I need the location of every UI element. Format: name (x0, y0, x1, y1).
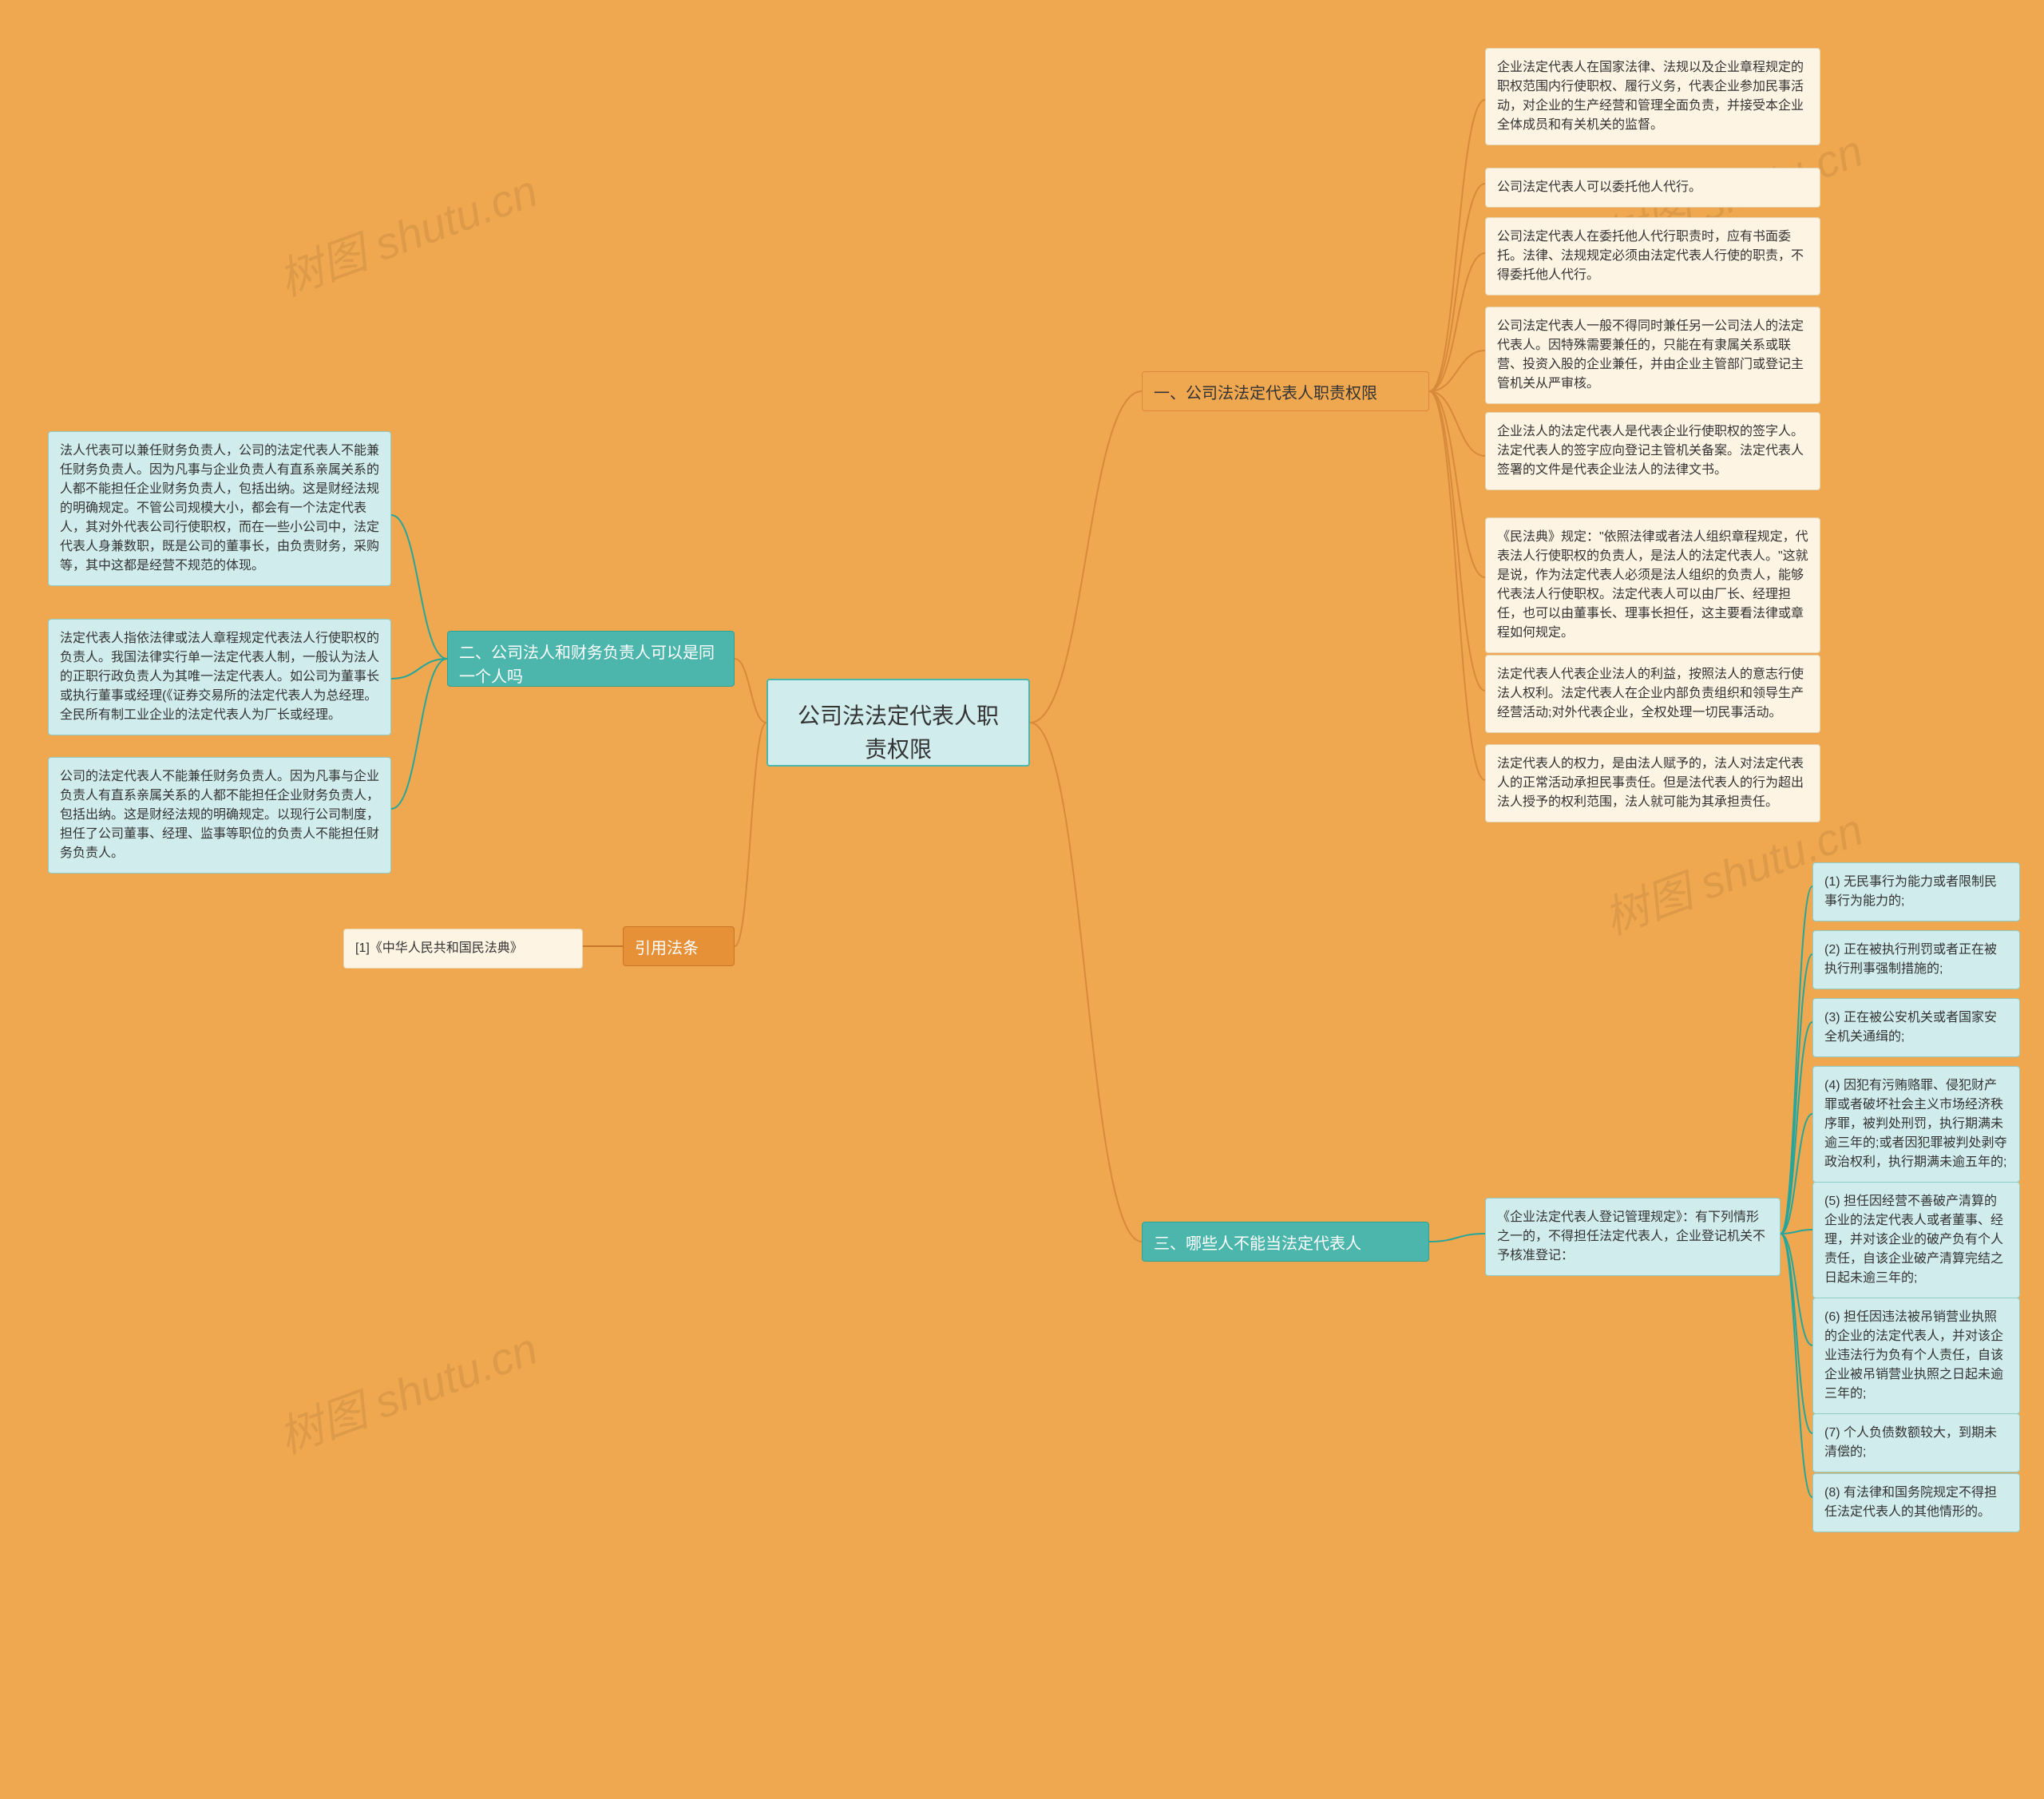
branch-3-sublabel[interactable]: 《企业法定代表人登记管理规定》：有下列情形之一的，不得担任法定代表人，企业登记机… (1485, 1198, 1781, 1276)
branch-2-leaf-1[interactable]: 法人代表可以兼任财务负责人，公司的法定代表人不能兼任财务负责人。因为凡事与企业负… (48, 431, 391, 586)
branch-4[interactable]: 引用法条 (623, 926, 735, 966)
watermark: 树图 shutu.cn (268, 155, 545, 308)
central-node[interactable]: 公司法法定代表人职责权限 (766, 679, 1030, 767)
branch-3-leaf-7[interactable]: (7) 个人负债数额较大，到期未清偿的; (1812, 1413, 2020, 1472)
branch-3-leaf-6[interactable]: (6) 担任因违法被吊销营业执照的企业的法定代表人，并对该企业违法行为负有个人责… (1812, 1298, 2020, 1414)
branch-3-leaf-8[interactable]: (8) 有法律和国务院规定不得担任法定代表人的其他情形的。 (1812, 1473, 2020, 1532)
branch-3-leaf-2[interactable]: (2) 正在被执行刑罚或者正在被执行刑事强制措施的; (1812, 930, 2020, 989)
branch-1-leaf-5[interactable]: 企业法人的法定代表人是代表企业行使职权的签字人。法定代表人的签字应向登记主管机关… (1485, 412, 1820, 490)
branch-1-leaf-1[interactable]: 企业法定代表人在国家法律、法规以及企业章程规定的职权范围内行使职权、履行义务，代… (1485, 48, 1820, 145)
branch-1[interactable]: 一、公司法法定代表人职责权限 (1142, 371, 1429, 411)
branch-1-leaf-4[interactable]: 公司法定代表人一般不得同时兼任另一公司法人的法定代表人。因特殊需要兼任的，只能在… (1485, 307, 1820, 404)
branch-2-leaf-3[interactable]: 公司的法定代表人不能兼任财务负责人。因为凡事与企业负责人有直系亲属关系的人都不能… (48, 757, 391, 874)
branch-1-leaf-3[interactable]: 公司法定代表人在委托他人代行职责时，应有书面委托。法律、法规规定必须由法定代表人… (1485, 217, 1820, 295)
mindmap-canvas: 树图 shutu.cn 树图 shutu.cn 树图 shutu.cn 树图 s… (0, 0, 2044, 1799)
branch-2-leaf-2[interactable]: 法定代表人指依法律或法人章程规定代表法人行使职权的负责人。我国法律实行单一法定代… (48, 619, 391, 735)
branch-3-leaf-3[interactable]: (3) 正在被公安机关或者国家安全机关通缉的; (1812, 998, 2020, 1057)
branch-4-leaf-1[interactable]: [1]《中华人民共和国民法典》 (343, 929, 583, 969)
watermark: 树图 shutu.cn (268, 1313, 545, 1466)
branch-3-leaf-5[interactable]: (5) 担任因经营不善破产清算的企业的法定代表人或者董事、经理，并对该企业的破产… (1812, 1182, 2020, 1298)
branch-3-leaf-1[interactable]: (1) 无民事行为能力或者限制民事行为能力的; (1812, 862, 2020, 921)
branch-3-leaf-4[interactable]: (4) 因犯有污贿赂罪、侵犯财产罪或者破坏社会主义市场经济秩序罪，被判处刑罚，执… (1812, 1066, 2020, 1183)
branch-1-leaf-2[interactable]: 公司法定代表人可以委托他人代行。 (1485, 168, 1820, 208)
branch-1-leaf-6[interactable]: 《民法典》规定："依照法律或者法人组织章程规定，代表法人行使职权的负责人，是法人… (1485, 517, 1820, 653)
branch-2[interactable]: 二、公司法人和财务负责人可以是同一个人吗 (447, 631, 735, 687)
branch-1-leaf-7[interactable]: 法定代表人代表企业法人的利益，按照法人的意志行使法人权利。法定代表人在企业内部负… (1485, 655, 1820, 733)
branch-1-leaf-8[interactable]: 法定代表人的权力，是由法人赋予的，法人对法定代表人的正常活动承担民事责任。但是法… (1485, 744, 1820, 822)
branch-3[interactable]: 三、哪些人不能当法定代表人 (1142, 1222, 1429, 1262)
